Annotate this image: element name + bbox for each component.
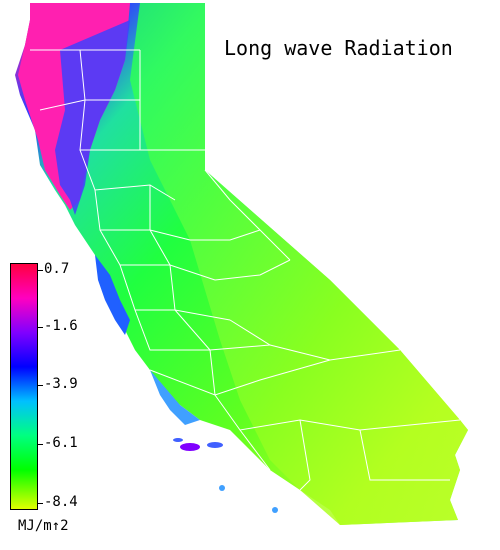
colorbar bbox=[10, 263, 38, 510]
south-coast-cyan bbox=[150, 370, 200, 425]
tick-mark-4 bbox=[38, 503, 43, 504]
tick-mark-3 bbox=[38, 444, 43, 445]
tick-mark-1 bbox=[38, 327, 43, 328]
tick-label-1: -1.6 bbox=[44, 318, 78, 334]
tick-label-2: -3.9 bbox=[44, 376, 78, 392]
county-boundaries bbox=[30, 49, 461, 491]
channel-island-4 bbox=[219, 485, 225, 491]
eastern-desert-region bbox=[130, 3, 468, 525]
tick-label-4: -8.4 bbox=[44, 494, 78, 510]
tick-mark-0 bbox=[38, 270, 43, 271]
central-coast-blue bbox=[95, 255, 130, 335]
channel-island-2 bbox=[207, 442, 223, 448]
channel-island-1 bbox=[180, 443, 200, 451]
channel-island-5 bbox=[272, 507, 278, 513]
channel-island-3 bbox=[173, 438, 183, 442]
tick-mark-2 bbox=[38, 385, 43, 386]
map-title: Long wave Radiation bbox=[224, 36, 453, 60]
north-coast-blue bbox=[55, 20, 130, 215]
tick-label-0: 0.7 bbox=[44, 261, 70, 277]
tick-label-3: -6.1 bbox=[44, 435, 78, 451]
units-label: MJ/m↑2 bbox=[18, 518, 69, 534]
